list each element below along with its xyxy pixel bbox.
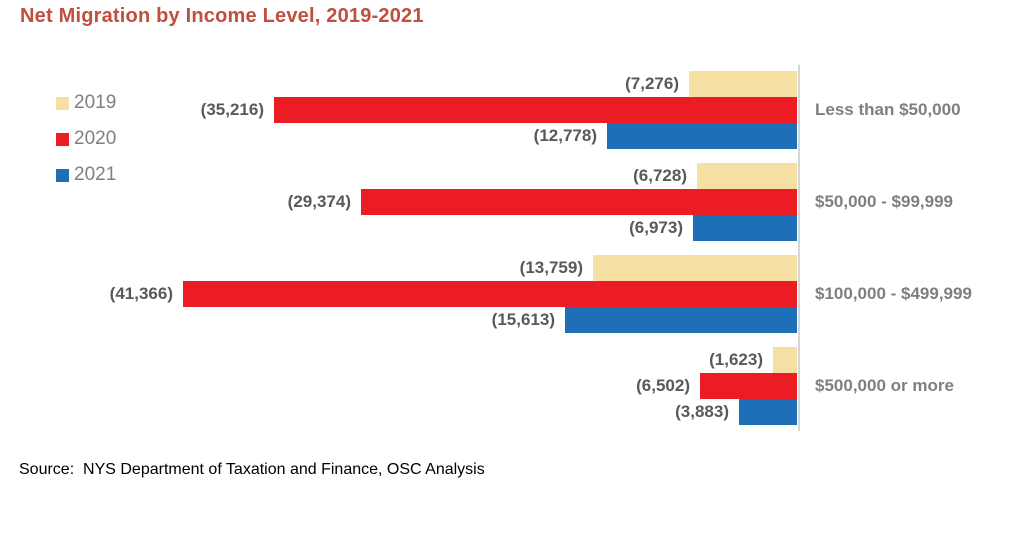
legend-swatch-2021-icon xyxy=(56,168,69,182)
bar-2019 xyxy=(697,163,797,189)
legend-swatch-2019-icon xyxy=(56,96,69,110)
axis-baseline xyxy=(798,65,800,431)
bar-2021 xyxy=(739,399,797,425)
category-label: $500,000 or more xyxy=(815,376,954,395)
plot-area: (7,276) (35,216) (12,778) (6,728) (29,374) (6… xyxy=(0,65,800,433)
bar-2019 xyxy=(773,347,797,373)
legend-label-2021: 2021 xyxy=(74,164,117,185)
bar-value-label: (29,374) xyxy=(287,192,351,211)
bar-value-label: (41,366) xyxy=(109,284,173,303)
bar-value-label: (1,623) xyxy=(709,350,763,369)
category-label: Less than $50,000 xyxy=(815,100,961,119)
legend-item-2021: 2021 xyxy=(56,165,116,185)
legend-label-2019: 2019 xyxy=(74,92,117,113)
legend-label-2020: 2020 xyxy=(74,128,117,149)
legend-swatch-2020-icon xyxy=(56,132,69,146)
bar-2019 xyxy=(593,255,797,281)
bar-2021 xyxy=(607,123,797,149)
bar-value-label: (35,216) xyxy=(200,100,264,119)
bar-value-label: (13,759) xyxy=(519,258,583,277)
bar-2021 xyxy=(693,215,797,241)
bar-2020 xyxy=(700,373,797,399)
bar-2020 xyxy=(274,97,797,123)
category-label: $100,000 - $499,999 xyxy=(815,284,972,303)
bar-value-label: (6,728) xyxy=(633,166,687,185)
bar-2020 xyxy=(361,189,797,215)
bar-2020 xyxy=(183,281,797,307)
legend-item-2019: 2019 xyxy=(56,93,116,113)
legend-item-2020: 2020 xyxy=(56,129,116,149)
category-label: $50,000 - $99,999 xyxy=(815,192,954,211)
bar-value-label: (15,613) xyxy=(491,310,555,329)
bar-value-label: (12,778) xyxy=(533,126,597,145)
bar-value-label: (3,883) xyxy=(675,402,729,421)
chart-title: Net Migration by Income Level, 2019-2021 xyxy=(20,5,424,27)
bar-value-label: (6,502) xyxy=(636,376,690,395)
bar-2019 xyxy=(689,71,797,97)
bar-2021 xyxy=(565,307,797,333)
bar-value-label: (7,276) xyxy=(625,74,679,93)
source-note: Source: NYS Department of Taxation and F… xyxy=(19,461,485,478)
bar-value-label: (6,973) xyxy=(629,218,683,237)
legend: 2019 2020 2021 xyxy=(56,93,116,201)
